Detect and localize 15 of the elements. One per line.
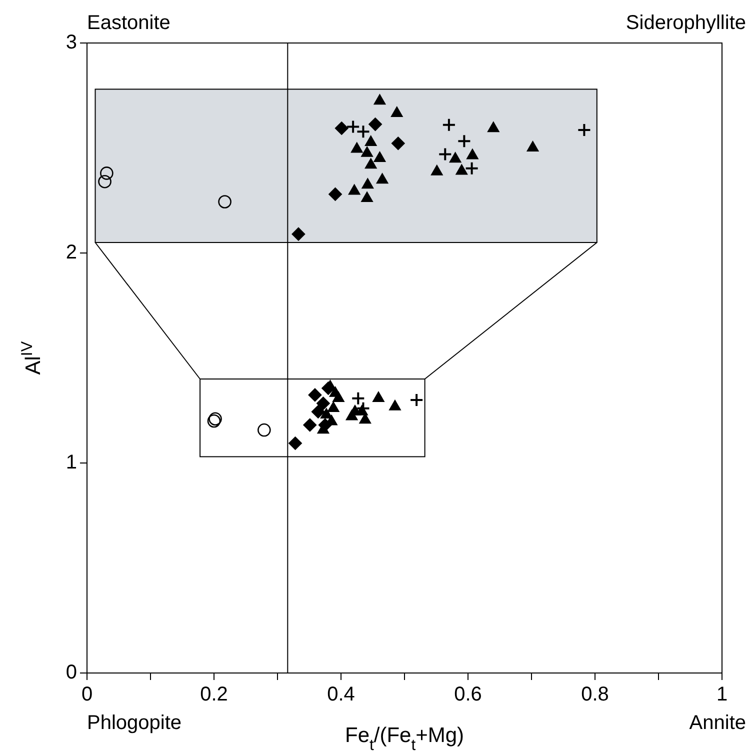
text: Eastonite bbox=[87, 12, 170, 34]
y-axis-title: AlIV bbox=[19, 340, 45, 375]
text: Phlogopite bbox=[87, 712, 182, 734]
y-tick-label: 3 bbox=[66, 32, 77, 54]
x-tick-label: 0.8 bbox=[581, 684, 609, 706]
y-tick-label: 2 bbox=[66, 242, 77, 264]
x-tick-label: 0.2 bbox=[200, 684, 228, 706]
x-tick-label: 0 bbox=[81, 684, 93, 706]
x-tick-label: 1 bbox=[716, 684, 728, 706]
y-tick-label: 1 bbox=[66, 452, 77, 474]
y-tick-label: 0 bbox=[66, 662, 77, 684]
text: Annite bbox=[689, 712, 746, 734]
x-tick-label: 0.4 bbox=[327, 684, 355, 706]
text: Siderophyllite bbox=[626, 12, 746, 34]
x-tick-label: 0.6 bbox=[454, 684, 482, 706]
